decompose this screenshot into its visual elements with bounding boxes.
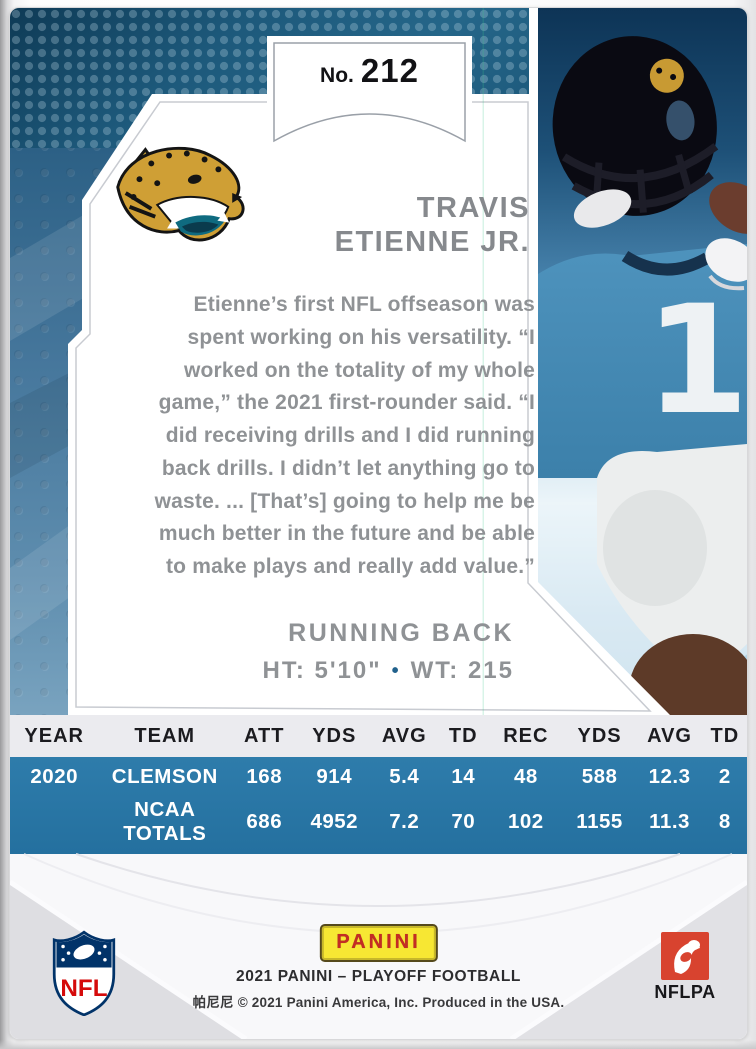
panini-wordmark: PANINI [336,931,421,953]
nfl-shield-logo: NFL [52,930,116,1016]
player-height: HT: 5'10" [262,657,382,684]
stats-header-cell: ATT [244,724,285,747]
stat-cell: 11.3 [649,809,690,833]
svg-text:NFL: NFL [60,975,107,1002]
stats-header-cell: YDS [312,724,357,747]
player-measurables: HT: 5'10" • WT: 215 [263,657,515,685]
stats-header-row: YEAR TEAM ATT YDS AVG TD REC YDS AVG TD [10,715,747,757]
stats-row-2020: 2020 CLEMSON 168 914 5.4 14 48 588 12.3 … [10,765,747,789]
player-position: RUNNING BACK [288,619,514,647]
stat-cell: 168 [246,765,283,789]
stat-cell: 686 [246,809,283,833]
player-first-name: TRAVIS [416,192,530,224]
stat-cell: 70 [451,809,476,833]
stats-header-cell: YEAR [24,724,84,747]
copyright-line: 帕尼尼 © 2021 Panini America, Inc. Produced… [192,995,565,1010]
card-number-prefix: No. [320,64,354,87]
stat-cell: 102 [508,809,544,833]
card-number-value: 212 [360,52,419,89]
stat-cell: NCAA TOTALS [123,797,207,845]
stat-cell: 8 [718,809,731,833]
stats-row-ncaa-totals: NCAA TOTALS 686 4952 7.2 70 102 1155 11.… [10,798,747,846]
card-back: 1 [10,8,747,1039]
card-number: No. 212 [257,52,482,90]
set-name-line: 2021 PANINI – PLAYOFF FOOTBALL [236,968,521,985]
stat-cell: 48 [513,765,538,789]
player-weight: WT: 215 [410,657,514,684]
nflpa-label: NFLPA [654,982,716,1002]
stat-cell: 5.4 [389,765,420,789]
nflpa-logo: NFLPA [647,932,723,1003]
stats-header-cell: TD [710,724,740,747]
stats-header-cell: TEAM [134,724,196,747]
stat-cell: 2020 [30,765,79,789]
stats-header-cell: YDS [577,724,622,747]
jacksonville-jaguars-logo [116,146,245,242]
bullet-separator-icon: • [391,660,401,682]
player-bio: Etienne’s first NFL offseason was spent … [154,293,535,578]
player-name: TRAVIS ETIENNE JR. [335,192,530,259]
stat-cell: 7.2 [389,809,420,833]
stat-cell: 1155 [576,809,623,833]
panini-logo: PANINI [319,924,438,962]
card-background-art: 1 [10,8,747,1039]
stat-cell: 914 [316,765,353,789]
stat-cell: 4952 [310,809,359,833]
stats-header-cell: TD [448,724,478,747]
nflpa-player-icon [661,932,709,980]
stats-header-cell: AVG [381,724,427,747]
stat-cell: CLEMSON [111,765,218,789]
stat-cell: 14 [451,765,476,789]
svg-text:1: 1 [645,274,747,448]
stats-body: 2020 CLEMSON 168 914 5.4 14 48 588 12.3 … [10,757,747,854]
stats-header-cell: AVG [647,724,692,747]
stat-cell: 588 [581,765,618,789]
stat-cell: 12.3 [648,765,691,789]
stat-cell: 2 [718,765,731,789]
stats-header-cell: REC [503,724,549,747]
player-last-name: ETIENNE JR. [334,225,530,258]
